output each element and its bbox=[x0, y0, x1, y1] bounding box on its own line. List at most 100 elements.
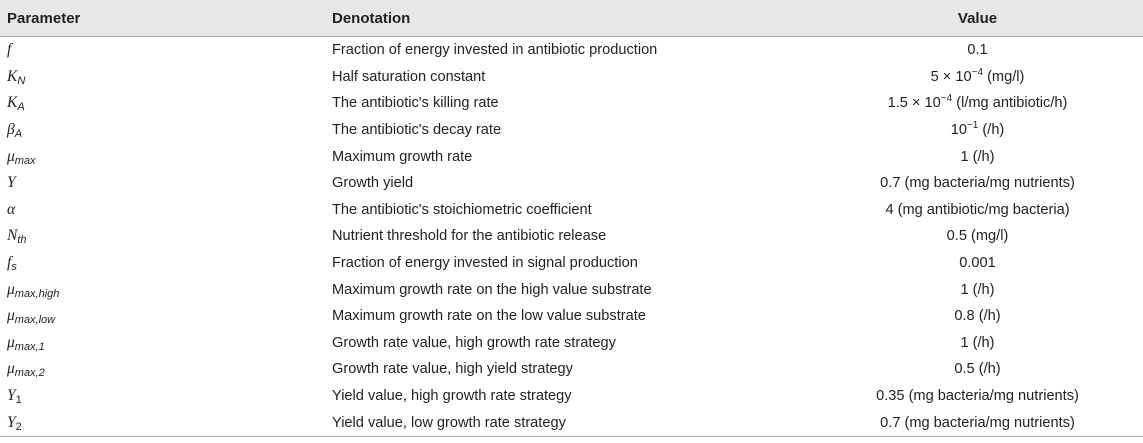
parameter-subscript: A bbox=[14, 128, 23, 141]
parameter-cell: Y bbox=[0, 170, 332, 197]
parameter-subscript: s bbox=[11, 261, 17, 274]
parameter-cell: fs bbox=[0, 250, 332, 277]
header-value: Value bbox=[812, 0, 1143, 37]
parameter-symbol: K bbox=[7, 94, 18, 112]
parameter-subscript: max,high bbox=[14, 287, 60, 300]
parameter-symbol: α bbox=[7, 200, 16, 218]
value-cell: 10−1 (/h) bbox=[812, 117, 1143, 144]
denotation-cell: Nutrient threshold for the antibiotic re… bbox=[332, 228, 607, 245]
table-row: βA The antibiotic's decay rate 10−1 (/h) bbox=[0, 117, 1143, 144]
value-main: 1 (/h) bbox=[960, 281, 995, 298]
value-cell: 1.5 × 10−4 (l/mg antibiotic/h) bbox=[812, 90, 1143, 117]
value-cell: 4 (mg antibiotic/mg bacteria) bbox=[812, 197, 1143, 224]
value-main: 0.7 (mg bacteria/mg nutrients) bbox=[880, 414, 1075, 431]
value-main: 1 (/h) bbox=[960, 148, 995, 165]
parameter-subscript: max bbox=[14, 154, 36, 167]
denotation-cell: Yield value, low growth rate strategy bbox=[332, 409, 812, 437]
denotation-cell: Maximum growth rate on the high value su… bbox=[332, 281, 652, 298]
parameter-cell: βA bbox=[0, 117, 332, 144]
value-exponent: −4 bbox=[940, 93, 953, 105]
parameter-cell: μmax,2 bbox=[0, 356, 332, 383]
parameter-cell: μmax,1 bbox=[0, 330, 332, 357]
value-main: 1 (/h) bbox=[960, 334, 995, 351]
parameter-symbol: β bbox=[7, 121, 15, 139]
parameter-cell: Y2 bbox=[0, 409, 332, 437]
parameter-subscript: max,2 bbox=[14, 367, 45, 380]
denotation-cell: Fraction of energy invested in antibioti… bbox=[332, 42, 658, 59]
value-cell: 0.8 (/h) bbox=[812, 303, 1143, 330]
denotation-cell: Half saturation constant bbox=[332, 68, 486, 85]
parameter-symbol: K bbox=[7, 67, 18, 85]
parameter-symbol: N bbox=[7, 227, 18, 245]
value-cell: 0.5 (mg/l) bbox=[812, 223, 1143, 250]
parameter-subscript: th bbox=[17, 234, 27, 247]
parameter-symbol: Y bbox=[7, 413, 16, 431]
table-row: μmax,high Maximum growth rate on the high… bbox=[0, 276, 1143, 303]
table-row: α The antibiotic's stoichiometric coeffic… bbox=[0, 197, 1143, 224]
value-cell: 1 (/h) bbox=[812, 143, 1143, 170]
value-main: 0.001 bbox=[959, 255, 996, 272]
parameter-subscript: 1 bbox=[15, 394, 22, 407]
value-main: 0.8 (/h) bbox=[954, 308, 1001, 325]
parameter-symbol: μ bbox=[7, 147, 15, 165]
denotation-cell: The antibiotic's stoichiometric coeffici… bbox=[332, 201, 592, 218]
parameter-symbol: μ bbox=[7, 333, 15, 351]
parameter-cell: α bbox=[0, 197, 332, 224]
parameter-subscript: max,1 bbox=[14, 340, 45, 353]
table-row: μmax,low Maximum growth rate on the low v… bbox=[0, 303, 1143, 330]
value-main: 1.5 × 10 bbox=[887, 95, 941, 112]
value-exponent: −4 bbox=[971, 66, 984, 78]
parameter-cell: Nth bbox=[0, 223, 332, 250]
parameter-cell: μmax,high bbox=[0, 276, 332, 303]
parameter-symbol: f bbox=[7, 254, 12, 272]
value-unit: (mg/l) bbox=[983, 68, 1025, 85]
table-row: Y Growth yield 0.7 (mg bacteria/mg nutrien… bbox=[0, 170, 1143, 197]
denotation-cell: Growth yield bbox=[332, 175, 414, 192]
parameter-symbol: μ bbox=[7, 280, 15, 298]
table-row: Y1 Yield value, high growth rate strategy… bbox=[0, 383, 1143, 410]
parameter-cell: f bbox=[0, 37, 332, 64]
value-cell: 0.1 bbox=[812, 37, 1143, 64]
parameter-subscript: N bbox=[17, 74, 26, 87]
denotation-cell: Growth rate value, high yield strategy bbox=[332, 361, 573, 378]
header-parameter: Parameter bbox=[0, 0, 332, 37]
denotation-cell: Yield value, high growth rate strategy bbox=[332, 388, 572, 405]
table-body: f Fraction of energy invested in antibiot… bbox=[0, 37, 1143, 437]
table-row: Y2 Yield value, low growth rate strategy 0… bbox=[0, 409, 1143, 437]
value-cell: 0.7 (mg bacteria/mg nutrients) bbox=[812, 170, 1143, 197]
table-row: μmax Maximum growth rate 1 (/h) bbox=[0, 143, 1143, 170]
header-denotation: Denotation bbox=[332, 0, 812, 37]
value-main: 4 (mg antibiotic/mg bacteria) bbox=[885, 201, 1070, 218]
table-row: KN Half saturation constant 5 × 10−4 (mg/l… bbox=[0, 64, 1143, 91]
table-row: μmax,2 Growth rate value, high yield stra… bbox=[0, 356, 1143, 383]
denotation-cell: The antibiotic's killing rate bbox=[332, 95, 499, 112]
table-row: f Fraction of energy invested in antibiot… bbox=[0, 37, 1143, 64]
value-cell: 1 (/h) bbox=[812, 330, 1143, 357]
parameter-symbol: μ bbox=[7, 307, 15, 325]
parameter-symbol: Y bbox=[7, 174, 16, 192]
value-exponent: −1 bbox=[966, 120, 979, 132]
parameter-cell: μmax,low bbox=[0, 303, 332, 330]
parameter-subscript: max,low bbox=[14, 314, 56, 327]
header-row: Parameter Denotation Value bbox=[0, 0, 1143, 37]
value-main: 0.1 bbox=[967, 42, 988, 59]
table-header: Parameter Denotation Value bbox=[0, 0, 1143, 37]
denotation-cell: The antibiotic's decay rate bbox=[332, 122, 502, 139]
table-row: KA The antibiotic's killing rate 1.5 × 10−… bbox=[0, 90, 1143, 117]
value-cell: 5 × 10−4 (mg/l) bbox=[812, 64, 1143, 91]
value-main: 0.5 (mg/l) bbox=[946, 228, 1009, 245]
parameter-cell: μmax bbox=[0, 143, 332, 170]
table-row: fs Fraction of energy invested in signal … bbox=[0, 250, 1143, 277]
value-cell: 1 (/h) bbox=[812, 276, 1143, 303]
value-cell: 0.35 (mg bacteria/mg nutrients) bbox=[812, 383, 1143, 410]
parameter-subscript: A bbox=[17, 101, 25, 114]
denotation-cell: Maximum growth rate bbox=[332, 148, 473, 165]
value-cell: 0.001 bbox=[812, 250, 1143, 277]
denotation-cell: Fraction of energy invested in signal pr… bbox=[332, 255, 638, 272]
denotation-cell: Growth rate value, high growth rate stra… bbox=[332, 334, 616, 351]
parameter-cell: Y1 bbox=[0, 383, 332, 410]
parameter-symbol: f bbox=[7, 41, 12, 59]
value-cell: 0.5 (/h) bbox=[812, 356, 1143, 383]
